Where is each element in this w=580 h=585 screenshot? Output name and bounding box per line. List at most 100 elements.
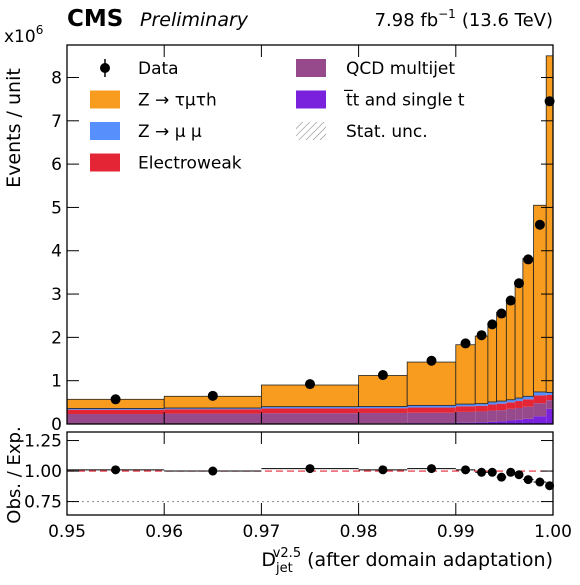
stack-segment (358, 406, 408, 409)
legend-swatch (90, 153, 120, 172)
stack-segment (475, 403, 488, 406)
stack-segment (475, 411, 488, 423)
stack-segment (545, 55, 554, 393)
ratio-point (496, 472, 506, 482)
plot-frame (66, 44, 554, 425)
stack-segment (475, 405, 488, 412)
data-point (476, 330, 487, 341)
stack-segment (358, 412, 408, 424)
stack-segment (261, 406, 359, 409)
stack-segment (496, 421, 507, 424)
ratio-point (545, 481, 555, 491)
ratio-point (111, 465, 121, 475)
ratio-point (427, 464, 436, 474)
legend-label: Data (138, 59, 179, 79)
stack-segment (506, 408, 516, 421)
stack-segment (533, 391, 547, 396)
stack-segment (533, 403, 547, 417)
stack-segment (496, 401, 507, 404)
stack-segment (496, 403, 507, 411)
legend-label: Stat. unc. (346, 122, 428, 142)
stack-segment (487, 401, 497, 405)
legend-label: t̅t and single t (344, 88, 465, 110)
stack-segment (67, 408, 165, 410)
stack-segment (546, 408, 553, 424)
legend-swatch (90, 90, 120, 109)
stack-segment (515, 398, 523, 402)
data-point (513, 278, 524, 289)
data-point (487, 319, 498, 330)
stack-segment (515, 407, 523, 420)
stack-segment (506, 420, 516, 424)
ratio-point (506, 467, 516, 477)
ratio-point (378, 465, 388, 475)
y-tick-label: 7 (51, 112, 62, 132)
x-tick-label: 0.99 (437, 522, 475, 542)
stack-segment (505, 300, 516, 401)
stack-segment (546, 400, 553, 409)
legend-swatch (90, 122, 120, 140)
stack-segment (164, 413, 262, 424)
y-tick-label: 0.75 (24, 493, 62, 513)
ratio-point (523, 475, 533, 485)
legend-swatch (296, 59, 326, 77)
stack-segment (164, 409, 262, 414)
x-tick-label: 0.97 (242, 522, 280, 542)
ratio-point (461, 465, 471, 475)
y-tick-label: 2 (51, 328, 62, 348)
legend-swatch (296, 90, 326, 109)
data-point (460, 338, 471, 349)
stack-segment (474, 335, 489, 405)
data-point (496, 308, 507, 319)
data-point (534, 219, 545, 230)
stack-segment (487, 421, 497, 424)
data-point (523, 254, 534, 265)
stack-segment (533, 416, 547, 424)
stack-segment (522, 396, 534, 400)
x-tick-label: 0.95 (48, 522, 86, 542)
stack-segment (515, 419, 523, 424)
experiment: CMS (67, 6, 123, 32)
stack-segment (487, 404, 497, 411)
data-point (426, 355, 437, 366)
stack-segment (407, 407, 456, 413)
y-tick-label: 1.25 (24, 432, 62, 452)
legend-swatch (296, 122, 326, 140)
data-point (377, 370, 388, 381)
stack-segment (455, 344, 476, 405)
stack-segment (496, 410, 507, 422)
y-multiplier: x106 (4, 23, 43, 47)
x-tick-label: 0.98 (340, 522, 378, 542)
y-tick-label: 6 (51, 155, 62, 175)
stack-segment (506, 399, 516, 403)
stack-segment (455, 406, 476, 412)
data-point (207, 390, 218, 401)
stack-segment (164, 407, 262, 410)
plot-frame (66, 431, 554, 516)
stack-segment (533, 395, 547, 404)
stack-segment (455, 404, 476, 407)
stack-segment (506, 402, 516, 409)
ratio-point (514, 470, 524, 480)
stack-segment (407, 412, 456, 424)
ratio-point (477, 467, 487, 477)
ratio-point (487, 467, 497, 477)
x-tick-label: 0.96 (145, 522, 183, 542)
y-tick-label: 8 (51, 68, 62, 88)
legend-label: Z → μ μ (138, 122, 202, 142)
stack-segment (475, 422, 488, 424)
stack-segment (515, 401, 523, 408)
stack-segment (67, 409, 165, 415)
ratio-point (535, 477, 545, 487)
stack-segment (496, 311, 507, 402)
y-tick-label: 1.00 (24, 462, 62, 482)
legend-label: QCD multijet (346, 59, 455, 79)
y-tick-label: 3 (51, 285, 62, 305)
luminosity: 7.98 fb−1 (13.6 TeV) (375, 7, 553, 31)
stack-segment (546, 394, 553, 401)
stack-segment (522, 258, 534, 397)
data-point (505, 295, 516, 306)
y-tick-label: 5 (51, 198, 62, 218)
legend-label: Z → τμτh (138, 91, 217, 111)
